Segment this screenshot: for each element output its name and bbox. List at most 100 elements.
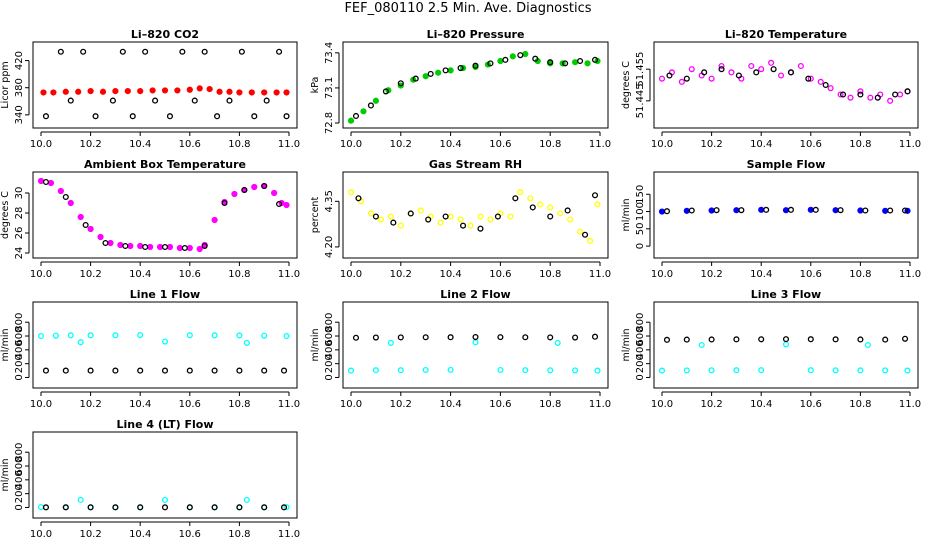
series-red bbox=[40, 85, 290, 96]
data-point bbox=[507, 213, 514, 220]
y-tick-label: 100 bbox=[635, 202, 646, 221]
data-point bbox=[241, 186, 248, 194]
y-tick-label: 73.4 bbox=[324, 42, 335, 64]
series-cyan bbox=[37, 332, 290, 346]
data-point bbox=[117, 241, 124, 249]
data-point bbox=[352, 334, 360, 341]
x-tick-label: 11.0 bbox=[899, 139, 921, 150]
x-tick-label: 10.8 bbox=[228, 529, 250, 540]
series-yellow bbox=[347, 189, 601, 244]
data-point bbox=[161, 87, 169, 94]
data-point bbox=[156, 243, 164, 251]
data-point bbox=[174, 87, 181, 94]
data-point bbox=[161, 338, 169, 345]
data-point bbox=[459, 222, 467, 229]
data-point bbox=[497, 334, 504, 341]
data-point bbox=[87, 225, 94, 233]
x-tick-label: 10.6 bbox=[179, 399, 201, 410]
y-tick-label: 51.445 bbox=[635, 83, 646, 118]
data-point bbox=[367, 210, 374, 217]
data-point bbox=[467, 222, 474, 229]
data-point bbox=[80, 48, 87, 55]
data-point bbox=[152, 97, 159, 104]
series-black bbox=[666, 66, 911, 101]
data-point bbox=[839, 91, 847, 98]
data-point bbox=[777, 72, 785, 79]
plot-frame bbox=[342, 171, 609, 259]
x-tick-label: 10.4 bbox=[750, 269, 772, 280]
data-point bbox=[372, 367, 379, 374]
data-point bbox=[572, 367, 579, 374]
data-point bbox=[119, 48, 126, 55]
data-point bbox=[532, 55, 539, 62]
y-tick-label: 340 bbox=[14, 105, 25, 124]
data-point bbox=[708, 367, 715, 374]
data-point bbox=[537, 201, 544, 208]
data-point bbox=[683, 207, 690, 214]
data-point bbox=[688, 66, 695, 73]
data-point bbox=[397, 222, 404, 229]
y-axis-label: ml/min bbox=[621, 328, 632, 361]
data-point bbox=[529, 204, 536, 211]
data-point bbox=[347, 117, 355, 124]
data-point bbox=[577, 228, 584, 235]
data-point bbox=[261, 367, 268, 374]
data-point bbox=[273, 89, 280, 96]
x-tick-label: 10.2 bbox=[390, 269, 412, 280]
data-point bbox=[782, 336, 790, 343]
data-point bbox=[683, 367, 690, 374]
data-point bbox=[251, 113, 258, 120]
panel-2: Li–820 Temperature 10.0 10.2 10.4 10.6 10.8 11… bbox=[621, 28, 921, 150]
y-tick-label: 200 bbox=[635, 354, 646, 373]
data-point bbox=[276, 48, 283, 55]
data-point bbox=[422, 366, 429, 374]
data-point bbox=[52, 332, 59, 339]
data-point bbox=[758, 206, 765, 213]
series-black bbox=[355, 192, 599, 238]
x-tick-label: 10.4 bbox=[129, 269, 151, 280]
data-point bbox=[214, 113, 221, 120]
data-point bbox=[522, 334, 529, 341]
y-tick-label: 800 bbox=[635, 313, 646, 332]
data-point bbox=[236, 89, 243, 96]
data-point bbox=[782, 341, 790, 348]
panel-3: Ambient Box Temperature 10.0 10.2 10.4 10.6 1… bbox=[0, 158, 300, 280]
data-point bbox=[509, 53, 516, 60]
data-point bbox=[457, 216, 464, 223]
data-point bbox=[283, 113, 290, 120]
data-point bbox=[211, 216, 218, 224]
data-point bbox=[196, 245, 203, 253]
data-point bbox=[892, 91, 899, 98]
x-tick-label: 11.0 bbox=[278, 269, 300, 280]
y-tick-label: 24 bbox=[14, 247, 25, 260]
series-black bbox=[42, 178, 283, 252]
data-point bbox=[427, 70, 434, 77]
data-point bbox=[367, 102, 374, 109]
x-tick-label: 10.2 bbox=[79, 269, 101, 280]
x-tick-label: 10.0 bbox=[340, 269, 362, 280]
x-tick-label: 10.4 bbox=[439, 399, 461, 410]
data-point bbox=[564, 207, 571, 214]
series-black bbox=[42, 367, 288, 374]
data-point bbox=[447, 334, 454, 341]
data-point bbox=[179, 48, 186, 55]
data-point bbox=[97, 233, 104, 241]
data-point bbox=[77, 213, 84, 221]
data-point bbox=[832, 207, 839, 214]
y-axis-label: ml/min bbox=[0, 458, 11, 491]
x-tick-label: 10.4 bbox=[129, 399, 151, 410]
x-tick-label: 10.8 bbox=[539, 399, 561, 410]
data-point bbox=[517, 189, 524, 196]
data-point bbox=[92, 113, 99, 120]
data-point bbox=[261, 182, 268, 190]
data-point bbox=[82, 221, 89, 229]
series-cyan bbox=[37, 496, 290, 511]
data-point bbox=[161, 243, 169, 251]
data-point bbox=[594, 201, 601, 208]
data-point bbox=[733, 207, 740, 214]
x-tick-label: 10.4 bbox=[750, 399, 772, 410]
data-point bbox=[562, 60, 569, 67]
data-point bbox=[857, 88, 864, 95]
data-point bbox=[142, 243, 149, 251]
data-point bbox=[837, 91, 844, 98]
